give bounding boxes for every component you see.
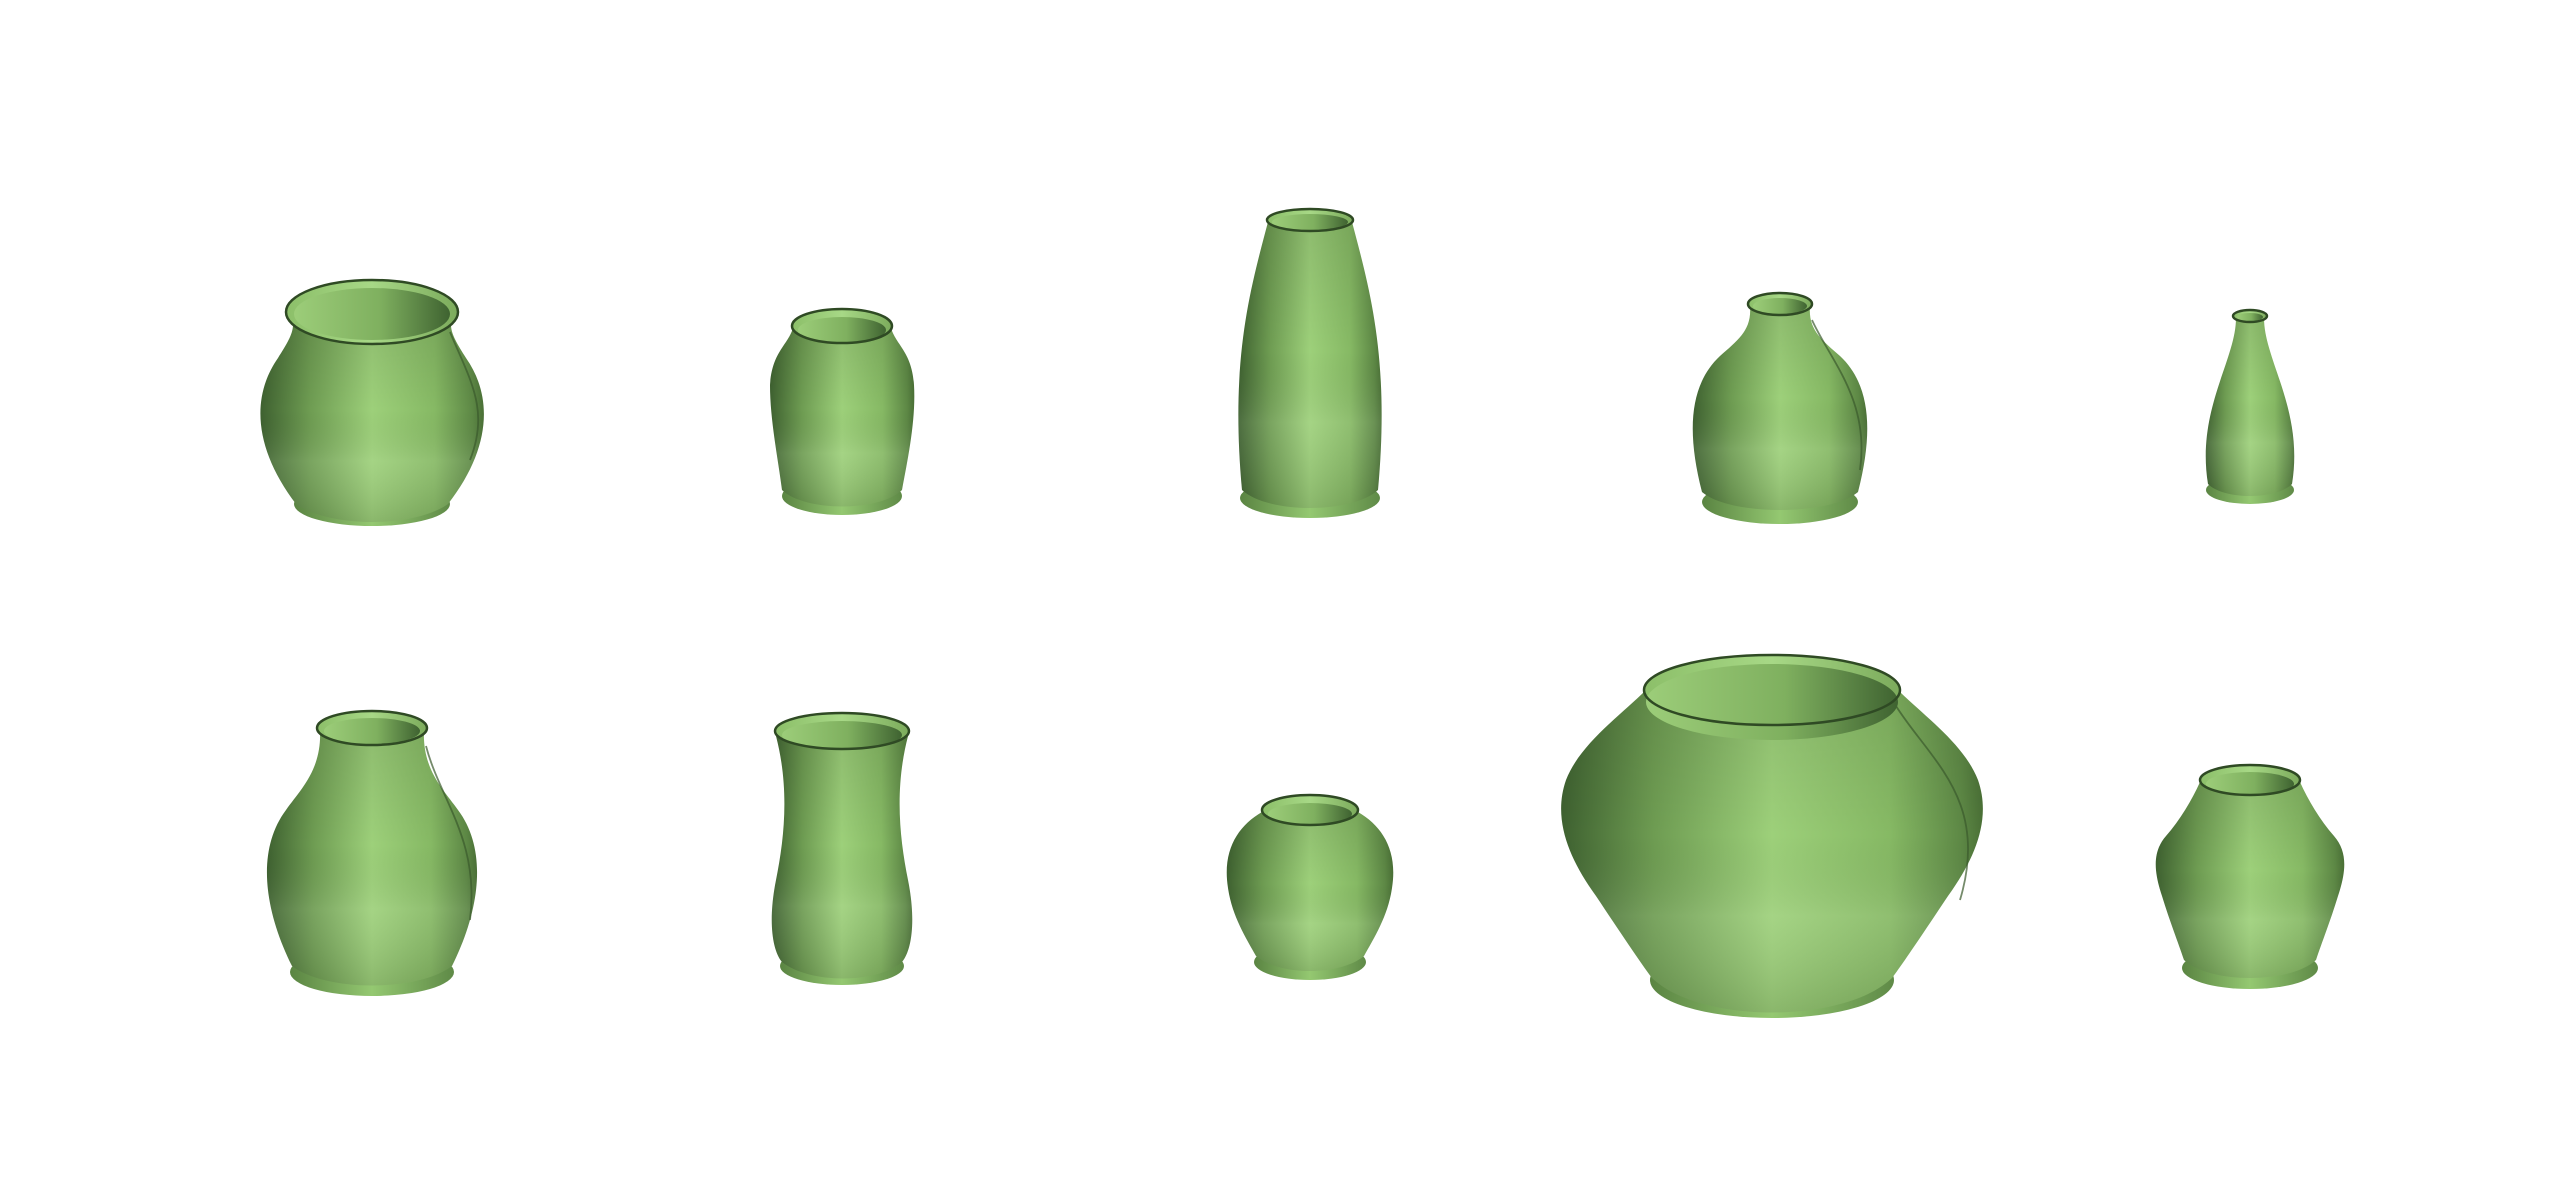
vase-3-opening bbox=[1272, 214, 1348, 230]
vase-9-opening bbox=[1646, 664, 1898, 740]
vase-2-opening bbox=[798, 317, 886, 343]
vase-1 bbox=[260, 278, 484, 526]
vase-8-opening bbox=[1268, 803, 1352, 825]
vase-7-opening bbox=[782, 721, 902, 749]
vase-5-opening bbox=[2237, 313, 2263, 321]
vase-8 bbox=[1226, 793, 1394, 980]
vase-4 bbox=[1692, 291, 1868, 524]
vase-5 bbox=[2205, 308, 2295, 504]
vase-10 bbox=[2155, 763, 2345, 989]
vase-10-opening bbox=[2206, 772, 2294, 796]
vase-7 bbox=[771, 711, 913, 985]
vase-2 bbox=[770, 307, 915, 515]
vase-3 bbox=[1238, 207, 1382, 518]
vase-1-opening bbox=[294, 288, 450, 340]
vase-9 bbox=[1561, 653, 1983, 1018]
vase-4-opening bbox=[1753, 298, 1807, 314]
vase-6 bbox=[266, 709, 478, 996]
vase-6-opening bbox=[324, 718, 420, 744]
